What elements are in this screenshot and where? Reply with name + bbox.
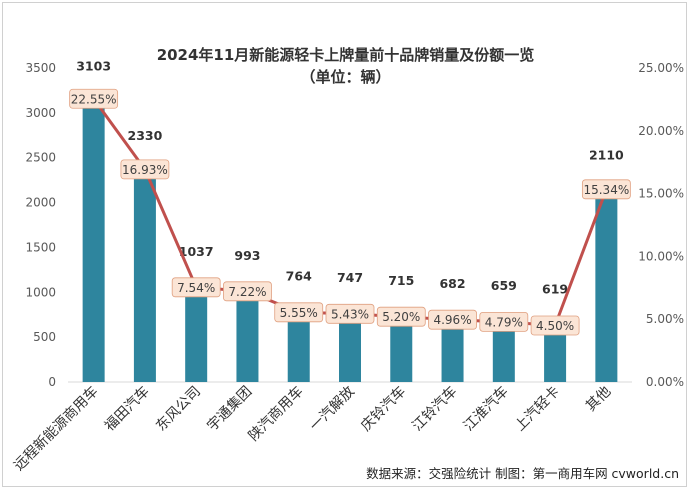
share-label-box: [325, 303, 375, 324]
x-tick-label: 宇通集团: [204, 383, 256, 435]
share-label-box: [120, 159, 170, 180]
y-tick-label: 3500: [25, 61, 56, 75]
x-tick-label: 远程新能源商用车: [10, 383, 101, 474]
share-label: 5.55%: [280, 306, 318, 320]
y-tick-label: 3000: [25, 106, 56, 120]
share-label-box: [530, 315, 580, 336]
share-label: 16.93%: [122, 163, 168, 177]
share-label-box: [274, 302, 324, 323]
bar-value-label: 715: [388, 273, 414, 288]
bar-value-label: 2330: [128, 128, 163, 143]
x-tick-label: 一汽解放: [307, 384, 358, 435]
y-tick-label: 1500: [25, 240, 56, 254]
share-label-box: [223, 281, 272, 302]
bar-value-label: 993: [234, 248, 260, 263]
bar-value-label: 3103: [76, 59, 111, 74]
bar-value-label: 619: [542, 281, 568, 296]
bar-value-label: 1037: [179, 244, 214, 259]
share-label-box: [428, 309, 477, 330]
bar: [82, 103, 105, 382]
share-label-box: [479, 311, 529, 332]
bar-value-label: 747: [337, 270, 363, 285]
share-line: [92, 97, 608, 327]
x-tick-label: 其他: [583, 384, 614, 415]
share-label: 7.22%: [228, 285, 266, 299]
share-label: 15.34%: [583, 183, 629, 197]
bar-value-label: 764: [286, 268, 312, 283]
y-tick-label: 1000: [25, 285, 56, 299]
bar: [339, 314, 361, 382]
x-tick-label: 庆铃汽车: [357, 383, 409, 435]
bar-value-label: 659: [491, 278, 517, 293]
bar-value-label: 682: [439, 276, 465, 291]
source-note: 数据来源：交强险统计 制图：第一商用车网 cvworld.cn: [366, 466, 679, 481]
x-tick-label: 陕汽商用车: [245, 383, 307, 445]
bar: [441, 320, 464, 382]
share-label: 4.50%: [536, 319, 574, 333]
bar: [595, 192, 618, 382]
y2-tick-label: 20.00%: [638, 124, 684, 138]
x-tick-label: 江淮汽车: [460, 383, 512, 435]
y-tick-label: 0: [48, 375, 56, 389]
bar: [185, 288, 208, 382]
x-tick-label: 江铃汽车: [409, 383, 461, 435]
y-tick-label: 2500: [25, 151, 56, 165]
bar: [390, 317, 413, 382]
y2-tick-label: 10.00%: [638, 249, 684, 263]
share-label: 5.43%: [331, 307, 369, 321]
y2-tick-label: 0.00%: [646, 375, 684, 389]
bar: [544, 326, 567, 382]
share-label: 22.55%: [71, 92, 117, 106]
y2-tick-label: 15.00%: [638, 187, 684, 201]
share-label: 5.20%: [382, 310, 420, 324]
y2-tick-label: 5.00%: [646, 312, 684, 326]
chart-title: 2024年11月新能源轻卡上牌量前十品牌销量及份额一览: [156, 46, 535, 64]
share-label-box: [171, 277, 221, 298]
y-tick-label: 500: [33, 330, 56, 344]
bar: [492, 322, 515, 382]
bar: [236, 292, 259, 382]
x-tick-label: 东风公司: [153, 384, 204, 435]
share-label: 4.79%: [485, 315, 523, 329]
share-label-box: [376, 306, 426, 327]
share-label: 7.54%: [177, 281, 215, 295]
x-tick-label: 福田汽车: [101, 383, 153, 435]
chart-frame: [2, 2, 687, 487]
bar: [287, 313, 310, 382]
y2-tick-label: 25.00%: [638, 61, 684, 75]
chart-subtitle: （单位：辆）: [300, 68, 391, 86]
share-label: 4.96%: [433, 313, 471, 327]
x-tick-label: 上汽轻卡: [512, 384, 563, 435]
share-label-box: [69, 88, 119, 109]
share-label-box: [581, 179, 631, 200]
y-tick-label: 2000: [25, 196, 56, 210]
bar: [133, 172, 156, 382]
bar-value-label: 2110: [589, 148, 624, 163]
